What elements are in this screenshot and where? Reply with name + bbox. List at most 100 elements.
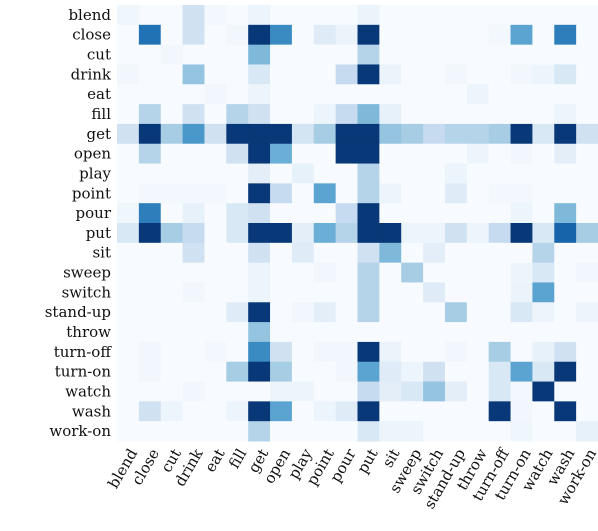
heatmap-cell-wash-turn-off xyxy=(488,401,512,422)
heatmap-cell-switch-work-on xyxy=(576,282,598,303)
heatmap-cell-eat-put xyxy=(357,84,380,105)
heatmap-cell-sweep-turn-on xyxy=(510,262,533,283)
heatmap-cell-sweep-wash xyxy=(554,262,577,283)
heatmap-cell-work-on-put xyxy=(357,421,380,442)
heatmap-cell-stand-up-play xyxy=(291,302,315,323)
heatmap-cell-play-cut xyxy=(160,163,184,184)
heatmap-cell-fill-put xyxy=(357,104,380,125)
heatmap-cell-open-throw xyxy=(466,143,490,165)
heatmap-cell-cut-sit xyxy=(379,44,402,65)
heatmap-cell-throw-play xyxy=(291,322,315,343)
heatmap-cell-sit-work-on xyxy=(576,242,598,264)
column-labels: blendclosecutdrinkeatfillgetopenplaypoin… xyxy=(104,444,598,512)
heatmap-cell-sweep-stand-up xyxy=(444,262,468,283)
heatmap-cell-sit-close xyxy=(138,242,162,264)
heatmap-cell-work-on-work-on xyxy=(576,421,598,442)
heatmap-cell-fill-switch xyxy=(423,104,446,125)
heatmap-cell-drink-get xyxy=(248,64,271,85)
heatmap-cell-pour-turn-on xyxy=(510,203,533,224)
heatmap-cell-sweep-turn-off xyxy=(488,262,512,283)
heatmap-cell-wash-play xyxy=(291,401,315,422)
heatmap-cell-throw-drink xyxy=(182,322,205,343)
heatmap-cell-wash-fill xyxy=(226,401,249,422)
heatmap-cell-turn-off-cut xyxy=(160,341,184,363)
heatmap-cell-turn-off-point xyxy=(313,341,337,363)
heatmap-cell-play-stand-up xyxy=(444,163,468,184)
heatmap-cell-switch-throw xyxy=(466,282,490,303)
row-label-drink: drink xyxy=(71,65,112,83)
heatmap-cell-play-throw xyxy=(466,163,490,184)
heatmap-cell-work-on-eat xyxy=(204,421,227,442)
heatmap-cell-drink-stand-up xyxy=(444,64,468,85)
heatmap-cell-sweep-open xyxy=(270,262,293,283)
heatmap-cell-put-open xyxy=(270,223,293,244)
heatmap-cell-close-sweep xyxy=(401,24,424,46)
heatmap-cell-turn-off-pour xyxy=(335,341,358,363)
heatmap-cell-cut-turn-on xyxy=(510,44,533,65)
heatmap-cell-wash-point xyxy=(313,401,337,422)
heatmap-cell-open-fill xyxy=(226,143,249,165)
heatmap-cell-turn-off-stand-up xyxy=(444,341,468,363)
heatmap-cell-switch-eat xyxy=(204,282,227,303)
heatmap-cell-put-wash xyxy=(554,223,577,244)
heatmap-cell-sweep-drink xyxy=(182,262,205,283)
heatmap-cell-get-switch xyxy=(423,123,446,145)
heatmap-cell-sit-switch xyxy=(423,242,446,264)
heatmap-cell-point-drink xyxy=(182,183,205,204)
row-label-turn-on: turn-on xyxy=(55,363,112,381)
row-label-turn-off: turn-off xyxy=(54,343,113,361)
heatmap-cell-get-turn-on xyxy=(510,123,533,145)
heatmap-cell-switch-switch xyxy=(423,282,446,303)
heatmap-cell-point-blend xyxy=(117,183,140,204)
heatmap-cell-open-switch xyxy=(423,143,446,165)
heatmap-cell-turn-on-sweep xyxy=(401,361,424,383)
heatmap-cell-work-on-turn-on xyxy=(510,421,533,442)
heatmap-cell-work-on-pour xyxy=(335,421,358,442)
heatmap-cell-switch-watch xyxy=(532,282,555,303)
heatmap-cell-close-work-on xyxy=(576,24,598,46)
heatmap-cell-pour-switch xyxy=(423,203,446,224)
heatmap-cell-throw-eat xyxy=(204,322,227,343)
heatmap-cell-eat-blend xyxy=(117,84,140,105)
heatmap-cell-eat-wash xyxy=(554,84,577,105)
heatmap-cell-switch-open xyxy=(270,282,293,303)
heatmap-cell-drink-sweep xyxy=(401,64,424,85)
heatmap-cell-turn-off-work-on xyxy=(576,341,598,363)
heatmap-cell-play-get xyxy=(248,163,271,184)
heatmap-cell-eat-eat xyxy=(204,84,227,105)
heatmap-cell-sit-stand-up xyxy=(444,242,468,264)
heatmap-cell-put-fill xyxy=(226,223,249,244)
heatmap-cell-pour-cut xyxy=(160,203,184,224)
heatmap-cell-turn-off-blend xyxy=(117,341,140,363)
heatmap-cell-point-pour xyxy=(335,183,358,204)
heatmap-cell-open-point xyxy=(313,143,337,165)
heatmap-cell-turn-off-open xyxy=(270,341,293,363)
heatmap-cell-play-blend xyxy=(117,163,140,184)
heatmap-cell-close-play xyxy=(291,24,315,46)
heatmap-cell-stand-up-sweep xyxy=(401,302,424,323)
heatmap-cell-get-turn-off xyxy=(488,123,512,145)
heatmap-cell-watch-pour xyxy=(335,381,358,402)
heatmap-cell-sweep-switch xyxy=(423,262,446,283)
heatmap-cell-stand-up-throw xyxy=(466,302,490,323)
heatmap-cell-fill-open xyxy=(270,104,293,125)
heatmap-cell-point-play xyxy=(291,183,315,204)
heatmap-cell-blend-put xyxy=(357,5,380,26)
heatmap-cell-sit-open xyxy=(270,242,293,264)
heatmap-cell-point-close xyxy=(138,183,162,204)
heatmap-cell-close-sit xyxy=(379,24,402,46)
heatmap-cell-play-wash xyxy=(554,163,577,184)
heatmap-cell-turn-off-eat xyxy=(204,341,227,363)
heatmap-cell-play-turn-on xyxy=(510,163,533,184)
heatmap-cell-eat-switch xyxy=(423,84,446,105)
heatmap-cell-work-on-play xyxy=(291,421,315,442)
heatmap-cell-put-turn-on xyxy=(510,223,533,244)
heatmap-cell-throw-get xyxy=(248,322,271,343)
heatmap-cell-close-eat xyxy=(204,24,227,46)
heatmap-cell-play-switch xyxy=(423,163,446,184)
heatmap-cell-point-turn-on xyxy=(510,183,533,204)
heatmap-cell-wash-wash xyxy=(554,401,577,422)
heatmap-cell-eat-turn-on xyxy=(510,84,533,105)
heatmap-cell-sit-put xyxy=(357,242,380,264)
heatmap-cell-sit-watch xyxy=(532,242,555,264)
